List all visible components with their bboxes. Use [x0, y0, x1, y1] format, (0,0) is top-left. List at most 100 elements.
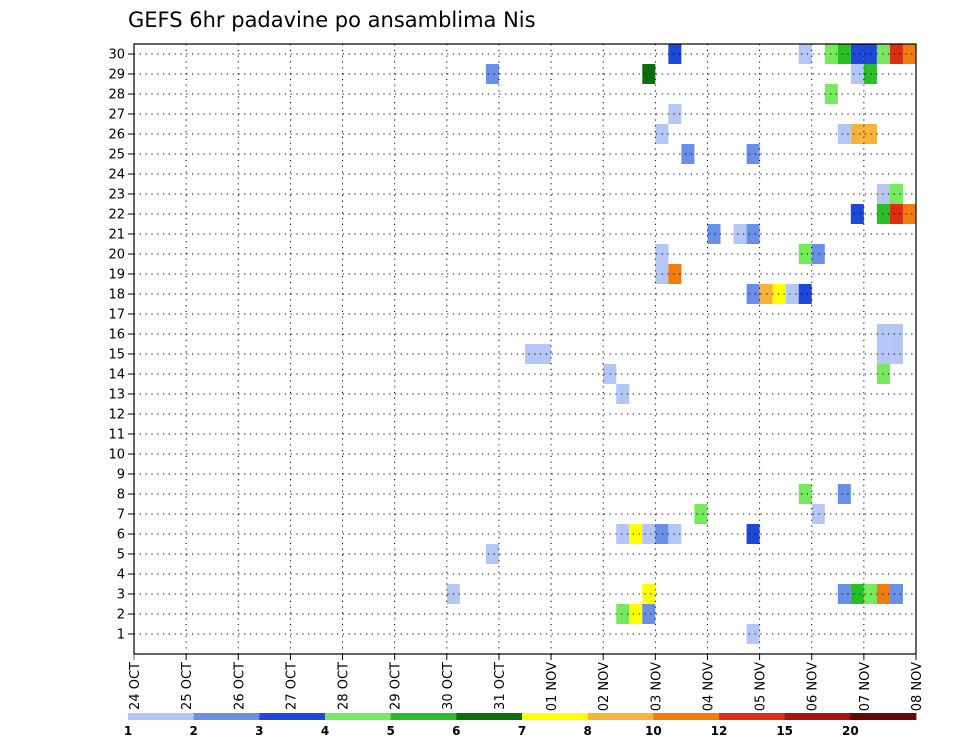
heatmap-cell [889, 324, 903, 344]
colorbar-tick-label: 4 [321, 724, 329, 738]
colorbar-tick-label: 2 [189, 724, 197, 738]
colorbar-swatch [587, 713, 654, 720]
heatmap-cell [629, 604, 643, 624]
heatmap-cell [772, 284, 786, 304]
heatmap-cell [902, 204, 916, 224]
heatmap-cell [889, 584, 903, 604]
heatmap-cell [746, 224, 760, 244]
x-tick-label: 02 NOV [597, 662, 612, 711]
heatmap-cell [850, 124, 864, 144]
heatmap-cell [902, 44, 916, 64]
x-tick-label: 24 OCT [128, 662, 143, 710]
heatmap-cell [485, 64, 499, 84]
heatmap-cell [798, 284, 812, 304]
y-tick-label: 23 [108, 188, 125, 203]
heatmap-cell [837, 484, 851, 504]
x-tick-label: 05 NOV [754, 662, 769, 711]
heatmap-cell [733, 224, 747, 244]
colorbar-swatch [784, 713, 851, 720]
colorbar-tick-label: 20 [842, 724, 859, 738]
heatmap-cell [798, 44, 812, 64]
heatmap-cell [863, 124, 877, 144]
heatmap-cell [746, 284, 760, 304]
y-tick-label: 19 [108, 268, 125, 283]
x-axis: 24 OCT 25 OCT 26 OCT 27 OCT 28 OCT 29 OCT 30 O… [128, 654, 925, 711]
heatmap-cell [616, 604, 630, 624]
heatmap-cell [811, 244, 825, 264]
colorbar-tick-label: 10 [645, 724, 662, 738]
plot-frame [133, 43, 917, 655]
colorbar-tick-label: 8 [583, 724, 591, 738]
heatmap-cell [616, 524, 630, 544]
x-tick-label: 28 OCT [337, 662, 352, 710]
colorbar-swatch [522, 713, 589, 720]
heatmap-cell [889, 184, 903, 204]
heatmap-cell [746, 144, 760, 164]
heatmap-cell [538, 344, 552, 364]
heatmap-cell [707, 224, 721, 244]
y-tick-label: 5 [117, 548, 125, 563]
heatmap-cell [759, 284, 773, 304]
y-tick-label: 28 [108, 88, 125, 103]
heatmap-cell [876, 324, 890, 344]
x-tick-label: 29 OCT [389, 662, 404, 710]
y-tick-label: 7 [117, 508, 125, 523]
y-tick-label: 10 [108, 448, 125, 463]
colorbar-tick-label: 1 [124, 724, 132, 738]
y-tick-label: 26 [108, 128, 125, 143]
heatmap-cell [668, 524, 682, 544]
heatmap-cell [863, 584, 877, 604]
y-tick-label: 27 [108, 108, 125, 123]
heatmap-cell [850, 204, 864, 224]
x-tick-label: 25 OCT [180, 662, 195, 710]
x-tick-label: 03 NOV [649, 662, 664, 711]
y-tick-label: 6 [117, 528, 125, 543]
colorbar-tick-label: 3 [255, 724, 263, 738]
y-tick-label: 8 [117, 488, 125, 503]
colorbar-swatch [128, 713, 195, 720]
colorbar-swatch [259, 713, 326, 720]
y-tick-label: 18 [108, 288, 125, 303]
heatmap-cell [694, 504, 708, 524]
heatmap-cell [798, 484, 812, 504]
heatmap-cell [668, 44, 682, 64]
y-tick-label: 4 [117, 568, 125, 583]
heatmap-cell [746, 524, 760, 544]
y-tick-label: 29 [108, 68, 125, 83]
heatmap-cell [668, 104, 682, 124]
heatmap-cell [863, 44, 877, 64]
y-tick-label: 21 [108, 228, 125, 243]
heatmap-cell [485, 544, 499, 564]
colorbar-tick-label: 15 [776, 724, 793, 738]
heatmap-cell [876, 584, 890, 604]
heatmap-cell [837, 124, 851, 144]
heatmap-cell [889, 204, 903, 224]
colorbar-swatch [325, 713, 392, 720]
heatmap-cell [876, 344, 890, 364]
y-tick-label: 25 [108, 148, 125, 163]
heatmap-cell [811, 504, 825, 524]
x-tick-label: 06 NOV [806, 662, 821, 711]
heatmap-cell [876, 184, 890, 204]
x-tick-label: 26 OCT [232, 662, 247, 710]
colorbar-tick-label: 6 [452, 724, 460, 738]
heatmap-cell [837, 44, 851, 64]
heatmap-cell [876, 44, 890, 64]
y-tick-label: 9 [117, 468, 125, 483]
y-tick-label: 16 [108, 328, 125, 343]
y-tick-label: 20 [108, 248, 125, 263]
heatmap-cell [668, 264, 682, 284]
y-axis: 1234567891011121314151617181920212223242… [108, 48, 134, 643]
y-tick-label: 15 [108, 348, 125, 363]
colorbar-swatch [456, 713, 523, 720]
heatmap-cell [642, 604, 656, 624]
x-tick-label: 27 OCT [284, 662, 299, 710]
colorbar-tick-label: 7 [518, 724, 526, 738]
x-tick-label: 01 NOV [545, 662, 560, 711]
x-tick-label: 30 OCT [441, 662, 456, 710]
y-tick-label: 22 [108, 208, 125, 223]
y-tick-label: 24 [108, 168, 125, 183]
colorbar: 1 2 3 4 5 6 7 8 10 12 15 20 [124, 713, 917, 738]
heatmap-cell [876, 204, 890, 224]
